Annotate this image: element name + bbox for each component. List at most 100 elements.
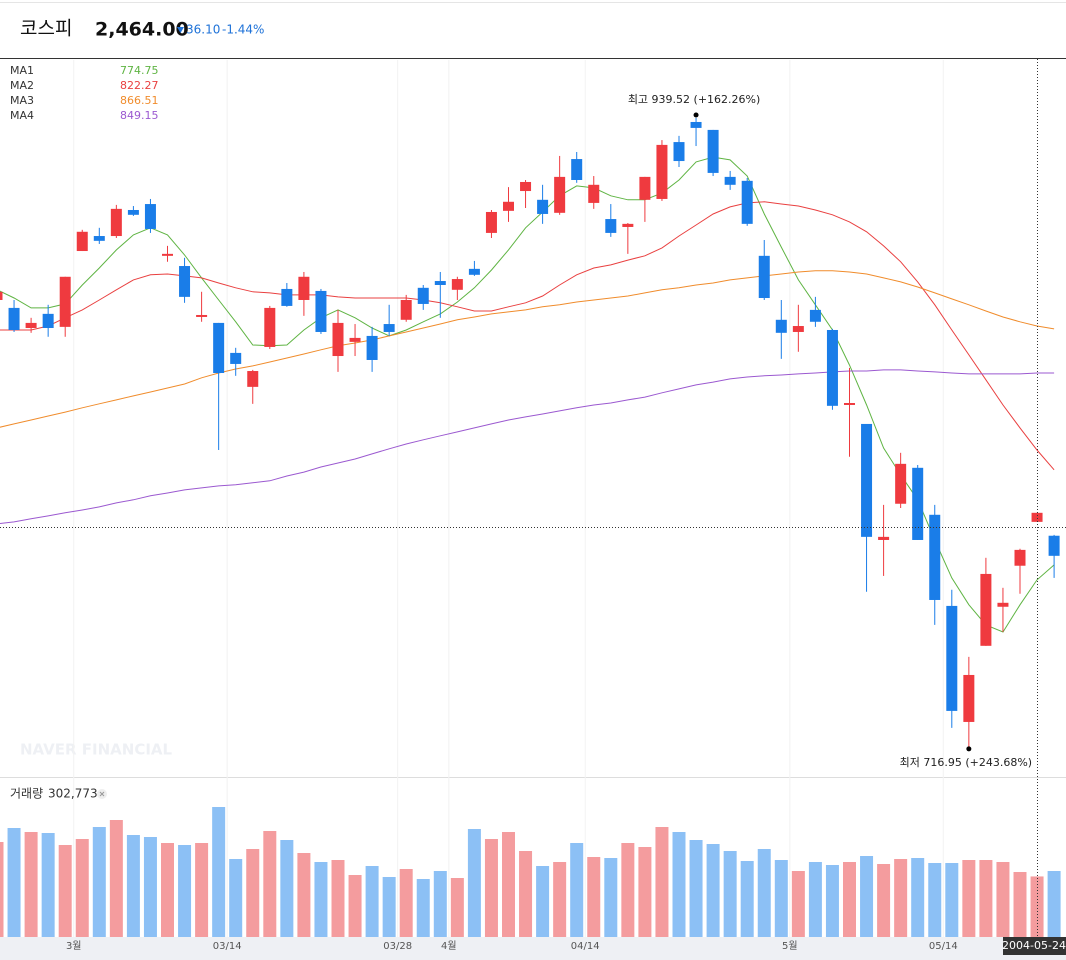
volume-bar bbox=[604, 858, 618, 937]
volume-bar bbox=[1013, 872, 1027, 937]
volume-bar bbox=[58, 845, 72, 937]
volume-bar bbox=[484, 839, 498, 937]
volume-bar bbox=[774, 860, 788, 937]
volume-bar bbox=[314, 862, 328, 937]
crosshair-date-box bbox=[1003, 937, 1066, 955]
volume-bar bbox=[92, 827, 106, 937]
volume-bar bbox=[280, 840, 294, 937]
grid bbox=[73, 60, 944, 937]
candle-body bbox=[690, 121, 702, 128]
candle-body bbox=[520, 181, 532, 192]
ma-line bbox=[0, 156, 1055, 633]
volume-bar bbox=[246, 849, 260, 937]
candle-body bbox=[929, 514, 941, 600]
volume-bar bbox=[161, 843, 174, 937]
candle-body bbox=[230, 352, 242, 364]
candle-body bbox=[213, 322, 225, 374]
volume-bar bbox=[894, 859, 908, 937]
candle-body bbox=[59, 276, 71, 327]
candle-body bbox=[1031, 512, 1043, 522]
candle-body bbox=[775, 319, 787, 333]
candle-body bbox=[383, 324, 395, 332]
candle-body bbox=[179, 266, 191, 297]
candle-body bbox=[8, 307, 20, 330]
index-name: 코스피 bbox=[20, 18, 72, 40]
ma-line bbox=[0, 270, 1055, 428]
volume-bar bbox=[75, 839, 89, 937]
candle-body bbox=[196, 314, 208, 317]
candle-body bbox=[997, 602, 1009, 607]
volume-bar bbox=[740, 861, 754, 937]
volume-bar bbox=[757, 849, 771, 937]
volume-bar bbox=[979, 860, 993, 937]
volume-bar bbox=[843, 862, 856, 937]
volume-bar bbox=[195, 843, 209, 937]
volume-bar bbox=[877, 864, 891, 937]
x-tick-label: 4월 bbox=[441, 940, 457, 952]
candle-body bbox=[247, 371, 259, 387]
candle-body bbox=[878, 536, 890, 540]
volume-bar bbox=[109, 820, 123, 937]
volume-bar bbox=[962, 860, 976, 937]
candle-body bbox=[639, 176, 651, 200]
candle-body bbox=[946, 605, 958, 711]
candle-body bbox=[127, 209, 139, 215]
plot: 3월 03/14 03/28 4월 04/14 5월 05/14 MA1 774.75 MA2 82… bbox=[0, 64, 1061, 952]
volume-value: 302,773 bbox=[48, 787, 98, 801]
candle-body bbox=[264, 307, 276, 347]
crosshair-date: 2004-05-24 bbox=[1002, 939, 1066, 952]
volume-bar bbox=[212, 807, 226, 937]
candle-body bbox=[42, 313, 54, 329]
ma-line bbox=[0, 369, 1055, 524]
change-rate: -1.44% bbox=[222, 23, 264, 37]
candle-body bbox=[332, 322, 344, 357]
close-icon bbox=[99, 791, 105, 797]
volume-bar bbox=[399, 869, 413, 937]
volume-bar bbox=[996, 862, 1010, 937]
volume-bar bbox=[536, 866, 550, 937]
volume-bar bbox=[41, 833, 55, 937]
candle-body bbox=[281, 288, 293, 306]
candle-body bbox=[76, 231, 88, 252]
legend-name: MA3 bbox=[10, 94, 34, 107]
volume-bar bbox=[860, 856, 874, 937]
volume-bar bbox=[689, 840, 703, 937]
candle-body bbox=[844, 403, 855, 405]
volume-bar bbox=[382, 877, 396, 937]
candle-body bbox=[861, 423, 873, 537]
candle-body bbox=[724, 176, 736, 185]
volume-bar bbox=[570, 843, 584, 937]
candle-body bbox=[656, 144, 668, 199]
volume-bar bbox=[365, 866, 379, 937]
volume-bar bbox=[24, 832, 38, 937]
price: 2,464.00 bbox=[95, 19, 189, 41]
down-arrow bbox=[177, 27, 184, 33]
candle-body bbox=[673, 142, 685, 162]
volume-bar bbox=[331, 860, 345, 937]
volume-bar bbox=[1047, 871, 1061, 937]
x-axis-band bbox=[0, 937, 1066, 960]
volume-bar bbox=[297, 853, 311, 937]
candle-body bbox=[485, 211, 497, 233]
volume-bar bbox=[911, 858, 925, 937]
candle-body bbox=[758, 255, 770, 299]
legend-value: 822.27 bbox=[120, 79, 159, 92]
volume-bar bbox=[143, 837, 157, 937]
legend-name: MA2 bbox=[10, 79, 34, 92]
volume-bar bbox=[229, 859, 243, 937]
volume-bar bbox=[553, 862, 567, 937]
x-tick-label: 03/28 bbox=[383, 941, 412, 952]
volume-bar bbox=[928, 863, 942, 937]
volume-bar bbox=[450, 878, 464, 937]
volume-bar bbox=[467, 829, 481, 937]
volume-bar bbox=[1030, 876, 1044, 937]
candle-body bbox=[349, 337, 361, 342]
candle-body bbox=[809, 309, 821, 322]
candle-body bbox=[417, 287, 429, 304]
volume-bar bbox=[723, 851, 737, 937]
high-label: 최고 939.52 (+162.26%) bbox=[628, 93, 760, 106]
x-tick-label: 04/14 bbox=[571, 941, 600, 952]
volume-bar bbox=[0, 842, 4, 937]
candle-body bbox=[315, 290, 327, 332]
